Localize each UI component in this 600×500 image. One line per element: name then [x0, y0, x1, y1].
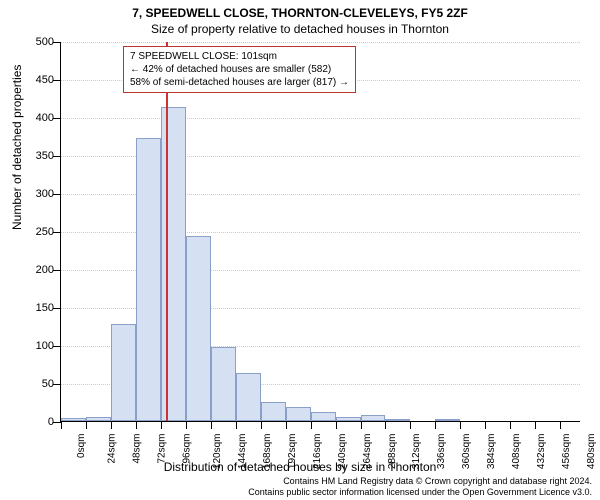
- chart-subtitle: Size of property relative to detached ho…: [0, 20, 600, 36]
- y-tick-label: 100: [36, 340, 54, 352]
- y-tick-label: 150: [36, 302, 54, 314]
- histogram-bar: [86, 417, 111, 421]
- x-tick-label: 48sqm: [131, 434, 142, 464]
- x-tick: [311, 421, 312, 429]
- histogram-bar: [261, 402, 286, 421]
- histogram-bar: [111, 324, 136, 421]
- y-tick: [53, 422, 61, 423]
- y-tick: [53, 308, 61, 309]
- histogram-bar: [236, 373, 261, 421]
- histogram-bar: [361, 415, 386, 421]
- y-tick-label: 200: [36, 264, 54, 276]
- footer-line2: Contains public sector information licen…: [248, 487, 592, 498]
- chart-container: 7, SPEEDWELL CLOSE, THORNTON-CLEVELEYS, …: [0, 0, 600, 500]
- y-tick: [53, 156, 61, 157]
- y-tick: [53, 42, 61, 43]
- histogram-bar: [286, 407, 311, 421]
- x-tick: [460, 421, 461, 429]
- histogram-bar: [435, 419, 460, 421]
- grid-line: [61, 42, 580, 43]
- x-tick: [361, 421, 362, 429]
- y-axis-title: Number of detached properties: [10, 65, 24, 230]
- histogram-bar: [311, 412, 336, 421]
- x-tick: [510, 421, 511, 429]
- y-tick: [53, 80, 61, 81]
- x-tick: [111, 421, 112, 429]
- y-tick: [53, 232, 61, 233]
- y-tick-label: 350: [36, 150, 54, 162]
- histogram-bar: [336, 417, 361, 421]
- x-axis-title: Distribution of detached houses by size …: [0, 460, 600, 474]
- x-tick: [186, 421, 187, 429]
- y-tick: [53, 384, 61, 385]
- x-tick: [211, 421, 212, 429]
- x-tick-label: 96sqm: [181, 434, 192, 464]
- histogram-bar: [211, 347, 236, 421]
- histogram-bar: [61, 418, 86, 421]
- x-tick-label: 0sqm: [76, 434, 87, 458]
- y-tick: [53, 270, 61, 271]
- x-tick: [136, 421, 137, 429]
- plot-area: 0501001502002503003504004505000sqm24sqm4…: [60, 42, 580, 422]
- reference-line: [166, 42, 168, 421]
- x-tick: [560, 421, 561, 429]
- y-tick-label: 500: [36, 36, 54, 48]
- histogram-bar: [186, 236, 211, 421]
- y-tick-label: 300: [36, 188, 54, 200]
- footer-line1: Contains HM Land Registry data © Crown c…: [248, 476, 592, 487]
- histogram-bar: [136, 138, 161, 421]
- x-tick: [410, 421, 411, 429]
- annotation-box: 7 SPEEDWELL CLOSE: 101sqm ← 42% of detac…: [123, 46, 356, 93]
- x-tick: [485, 421, 486, 429]
- x-tick: [385, 421, 386, 429]
- x-tick: [261, 421, 262, 429]
- chart-title: 7, SPEEDWELL CLOSE, THORNTON-CLEVELEYS, …: [0, 0, 600, 20]
- x-tick: [286, 421, 287, 429]
- y-tick-label: 400: [36, 112, 54, 124]
- histogram-bar: [385, 419, 410, 421]
- x-tick: [236, 421, 237, 429]
- footer: Contains HM Land Registry data © Crown c…: [248, 476, 592, 498]
- annotation-line3: 58% of semi-detached houses are larger (…: [130, 76, 349, 89]
- y-tick-label: 0: [48, 416, 54, 428]
- histogram-bar: [161, 107, 186, 421]
- annotation-line1: 7 SPEEDWELL CLOSE: 101sqm: [130, 50, 349, 63]
- x-tick: [535, 421, 536, 429]
- x-tick: [161, 421, 162, 429]
- x-tick: [86, 421, 87, 429]
- y-tick: [53, 346, 61, 347]
- x-tick: [435, 421, 436, 429]
- x-tick-label: 24sqm: [106, 434, 117, 464]
- grid-line: [61, 118, 580, 119]
- y-tick-label: 450: [36, 74, 54, 86]
- y-tick-label: 50: [42, 378, 54, 390]
- y-tick: [53, 194, 61, 195]
- chart-area: 0501001502002503003504004505000sqm24sqm4…: [60, 42, 580, 422]
- y-tick: [53, 118, 61, 119]
- x-tick-label: 72sqm: [156, 434, 167, 464]
- x-tick: [61, 421, 62, 429]
- annotation-line2: ← 42% of detached houses are smaller (58…: [130, 63, 349, 76]
- x-tick: [336, 421, 337, 429]
- y-tick-label: 250: [36, 226, 54, 238]
